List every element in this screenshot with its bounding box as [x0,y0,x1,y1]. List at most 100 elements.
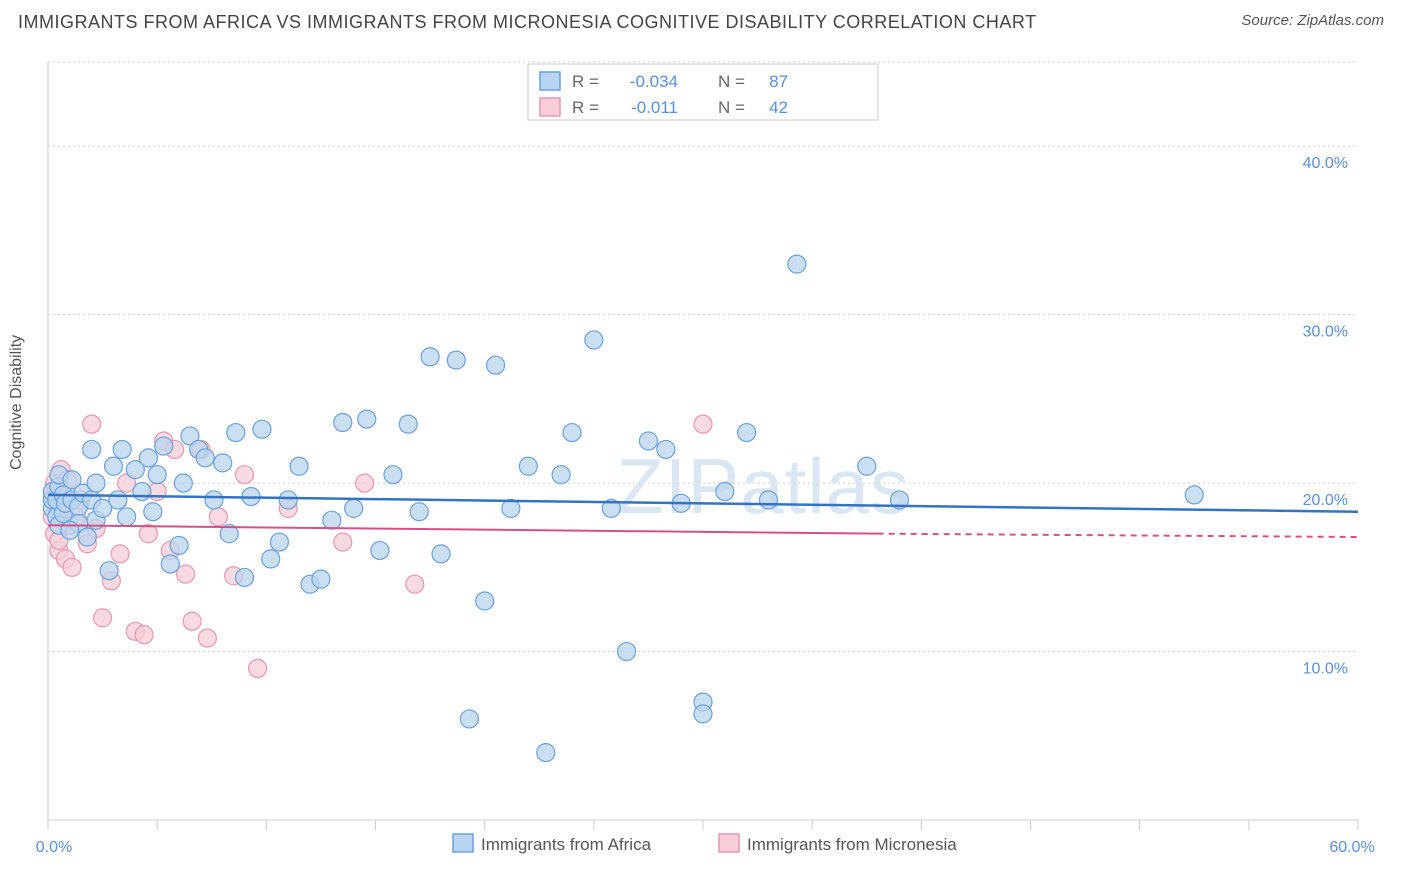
data-point-blue [618,643,636,661]
source-name: ZipAtlas.com [1297,12,1384,29]
legend-n-value: 87 [769,72,788,91]
data-point-pink [83,415,101,433]
x-tick-label: 0.0% [36,839,72,856]
source-prefix: Source: [1241,12,1297,29]
data-point-pink [209,508,227,526]
data-point-blue [384,466,402,484]
data-point-blue [78,528,96,546]
data-point-blue [421,348,439,366]
data-point-blue [788,255,806,273]
bottom-legend-swatch-blue [453,834,473,852]
data-point-pink [63,558,81,576]
data-point-blue [487,356,505,374]
data-point-blue [170,536,188,554]
data-point-blue [174,474,192,492]
data-point-blue [399,415,417,433]
data-point-blue [858,457,876,475]
data-point-blue [312,570,330,588]
data-point-pink [406,575,424,593]
data-point-blue [585,331,603,349]
data-point-blue [105,457,123,475]
legend-r-label: R = [572,98,599,117]
data-point-pink [249,659,267,677]
data-point-blue [460,710,478,728]
y-axis-label: Cognitive Disability [8,335,26,470]
bottom-legend-label: Immigrants from Micronesia [747,835,957,854]
data-point-blue [371,541,389,559]
data-point-blue [537,744,555,762]
data-point-blue [760,491,778,509]
scatter-chart: 10.0%20.0%30.0%40.0%ZIPatlas0.0%60.0%R =… [0,40,1406,860]
data-point-blue [447,351,465,369]
data-point-blue [214,454,232,472]
bottom-legend-swatch-pink [719,834,739,852]
data-point-pink [94,609,112,627]
data-point-blue [100,562,118,580]
data-point-blue [519,457,537,475]
data-point-blue [323,511,341,529]
data-point-blue [563,424,581,442]
legend-r-label: R = [572,72,599,91]
source-label: Source: ZipAtlas.com [1241,12,1384,30]
y-tick-label: 20.0% [1303,492,1348,509]
data-point-blue [113,440,131,458]
data-point-pink [694,415,712,433]
data-point-blue [109,491,127,509]
bottom-legend-label: Immigrants from Africa [481,835,652,854]
data-point-pink [236,466,254,484]
data-point-blue [552,466,570,484]
data-point-blue [227,424,245,442]
data-point-blue [205,491,223,509]
data-point-blue [334,413,352,431]
data-point-pink [111,545,129,563]
legend-n-label: N = [718,98,745,117]
data-point-pink [183,612,201,630]
data-point-blue [738,424,756,442]
data-point-pink [135,626,153,644]
data-point-blue [270,533,288,551]
data-point-blue [236,568,254,586]
chart-area: Cognitive Disability 10.0% 20.0% 30.0% 40.0… [0,40,1406,860]
data-point-blue [716,483,734,501]
data-point-pink [334,533,352,551]
data-point-pink [177,565,195,583]
data-point-blue [253,420,271,438]
trendline-pink-dashed [878,534,1358,537]
y-tick-label: 40.0% [1303,155,1348,172]
legend-n-label: N = [718,72,745,91]
data-point-blue [1185,486,1203,504]
legend-swatch-pink [540,98,560,116]
data-point-blue [694,705,712,723]
data-point-blue [139,449,157,467]
data-point-blue [133,483,151,501]
data-point-blue [657,440,675,458]
data-point-blue [148,466,166,484]
data-point-blue [279,491,297,509]
chart-title: IMMIGRANTS FROM AFRICA VS IMMIGRANTS FRO… [18,12,1037,33]
legend-r-value: -0.034 [630,72,678,91]
data-point-blue [345,499,363,517]
data-point-blue [639,432,657,450]
legend-swatch-blue [540,72,560,90]
data-point-blue [476,592,494,610]
legend-r-value: -0.011 [631,98,678,117]
data-point-blue [196,449,214,467]
data-point-blue [410,503,428,521]
y-tick-label: 10.0% [1303,661,1348,678]
data-point-blue [118,508,136,526]
data-point-blue [61,521,79,539]
data-point-blue [358,410,376,428]
data-point-blue [290,457,308,475]
data-point-pink [198,629,216,647]
data-point-blue [262,550,280,568]
x-tick-label: 60.0% [1329,839,1374,856]
data-point-blue [432,545,450,563]
data-point-blue [155,437,173,455]
data-point-pink [356,474,374,492]
data-point-blue [87,474,105,492]
data-point-pink [139,525,157,543]
data-point-blue [83,440,101,458]
data-point-blue [161,555,179,573]
legend-n-value: 42 [769,98,788,117]
y-tick-label: 30.0% [1303,324,1348,341]
